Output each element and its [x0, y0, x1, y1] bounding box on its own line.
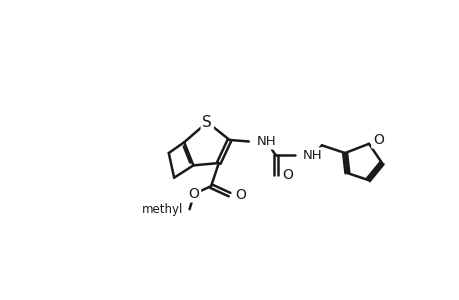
Text: S: S: [202, 115, 212, 130]
Text: NH: NH: [302, 149, 322, 162]
Text: NH: NH: [256, 135, 275, 148]
Text: O: O: [281, 168, 292, 182]
Text: O: O: [188, 187, 199, 201]
Text: methyl: methyl: [142, 203, 183, 216]
Text: O: O: [235, 188, 245, 202]
Text: O: O: [372, 133, 383, 147]
